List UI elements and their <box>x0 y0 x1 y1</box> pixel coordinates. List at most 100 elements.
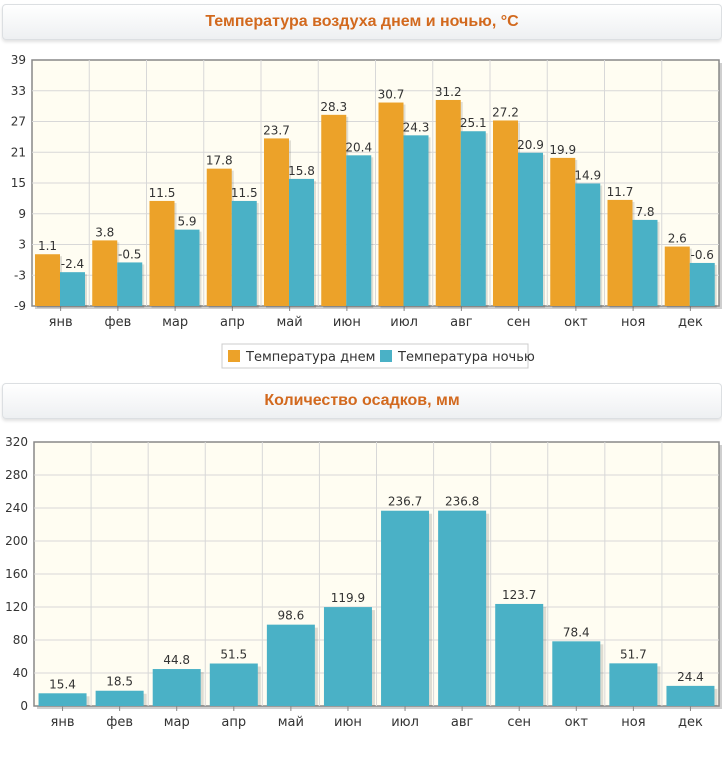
x-tick-label: июл <box>391 715 419 730</box>
y-tick-label: 33 <box>11 84 26 98</box>
bar-precipitation <box>38 693 87 706</box>
data-label: 44.8 <box>163 653 190 667</box>
data-label: 24.3 <box>403 120 430 134</box>
x-tick-label: фев <box>106 715 133 730</box>
y-tick-label: 27 <box>11 115 26 129</box>
data-label: 236.7 <box>388 495 422 509</box>
bar-precipitation <box>209 663 258 706</box>
data-label: 98.6 <box>278 609 305 623</box>
bar-night <box>174 229 200 306</box>
data-label: 19.9 <box>549 143 576 157</box>
y-tick-label: 15 <box>11 176 26 190</box>
temperature-chart-title: Температура воздуха днем и ночью, °C <box>2 4 722 40</box>
x-tick-label: янв <box>49 315 73 330</box>
data-label: 11.7 <box>607 185 634 199</box>
bar-night <box>575 183 601 306</box>
data-label: 5.9 <box>177 215 196 229</box>
bar-precipitation <box>552 641 601 706</box>
data-label: 236.8 <box>445 495 479 509</box>
y-tick-label: -3 <box>14 268 26 282</box>
data-label: 51.7 <box>620 647 647 661</box>
data-label: 3.8 <box>95 225 114 239</box>
data-label: 15.4 <box>49 677 76 691</box>
bar-precipitation <box>438 510 487 706</box>
precipitation-chart-title: Количество осадков, мм <box>2 383 722 419</box>
data-label: 18.5 <box>106 675 133 689</box>
x-tick-label: авг <box>451 715 474 730</box>
data-label: 11.5 <box>149 186 176 200</box>
bar-precipitation <box>95 690 144 706</box>
bar-day <box>493 120 518 306</box>
data-label: 17.8 <box>206 154 233 168</box>
bar-night <box>518 152 543 306</box>
bar-night <box>60 272 85 306</box>
bar-precipitation <box>266 624 315 706</box>
data-label: 7.8 <box>635 205 654 219</box>
data-label: 27.2 <box>492 105 519 119</box>
x-tick-label: сен <box>507 715 531 730</box>
x-tick-label: май <box>278 715 304 730</box>
data-label: -0.6 <box>691 248 714 262</box>
bar-night <box>231 200 257 306</box>
data-label: 51.5 <box>220 648 247 662</box>
y-tick-label: 40 <box>13 666 28 680</box>
data-label: 123.7 <box>502 588 536 602</box>
y-tick-label: 80 <box>13 633 28 647</box>
y-tick-label: 160 <box>5 567 28 581</box>
data-label: 78.4 <box>563 625 590 639</box>
data-label: 31.2 <box>435 85 462 99</box>
data-label: 119.9 <box>331 591 365 605</box>
x-tick-label: апр <box>221 715 246 730</box>
x-tick-label: июн <box>334 715 362 730</box>
x-tick-label: мар <box>164 715 190 730</box>
precipitation-chart: 0 40 80 120 160 200 240 280 320 янв фев мар апр май ию… <box>5 435 722 730</box>
data-label: -0.5 <box>118 247 141 261</box>
bar-night <box>346 155 372 306</box>
data-label: -2.4 <box>61 257 84 271</box>
data-label: 2.6 <box>668 232 687 246</box>
bar-precipitation <box>666 685 715 706</box>
bar-day <box>92 240 118 306</box>
bar-night <box>460 131 486 306</box>
x-tick-label: окт <box>565 715 589 730</box>
bar-day <box>149 200 175 306</box>
x-tick-label: июн <box>333 315 361 330</box>
bar-day <box>435 99 461 306</box>
bar-night <box>117 262 143 306</box>
bar-day <box>664 246 690 306</box>
y-tick-label: 120 <box>5 600 28 614</box>
bar-day <box>378 102 404 306</box>
y-tick-label: 0 <box>20 699 28 713</box>
bar-precipitation <box>609 663 658 706</box>
x-tick-label: июл <box>390 315 418 330</box>
bar-day <box>321 114 347 307</box>
data-label: 25.1 <box>460 116 487 130</box>
data-label: 24.4 <box>677 670 704 684</box>
bar-day <box>206 168 232 306</box>
bar-precipitation <box>495 603 544 706</box>
y-tick-label: 240 <box>5 501 28 515</box>
data-label: 30.7 <box>378 88 405 102</box>
bar-precipitation <box>152 669 201 706</box>
x-tick-label: май <box>277 315 303 330</box>
x-tick-label: апр <box>220 315 245 330</box>
data-label: 11.5 <box>231 186 258 200</box>
bar-day <box>264 138 289 306</box>
data-label: 1.1 <box>38 239 57 253</box>
data-label: 14.9 <box>574 169 601 183</box>
data-label: 15.8 <box>288 164 315 178</box>
bar-precipitation <box>323 607 372 706</box>
bar-day <box>35 254 60 306</box>
y-tick-label: 320 <box>5 435 28 449</box>
data-label: 23.7 <box>263 123 290 137</box>
y-tick-label: 9 <box>18 207 26 221</box>
bar-night <box>403 135 429 306</box>
x-tick-label: сен <box>507 315 531 330</box>
y-tick-label: 39 <box>11 53 26 67</box>
x-tick-label: авг <box>450 315 473 330</box>
bar-day <box>550 157 576 306</box>
y-tick-label: 200 <box>5 534 28 548</box>
x-tick-label: ноя <box>621 315 645 330</box>
data-label: 28.3 <box>320 100 347 114</box>
bar-night <box>632 219 658 306</box>
